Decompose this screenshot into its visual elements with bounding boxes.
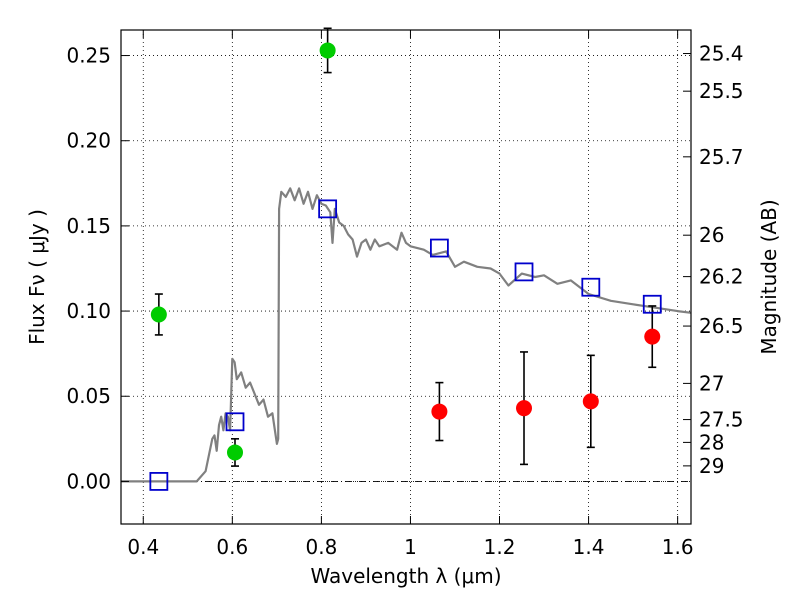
model-spectrum-line [121, 187, 692, 483]
y2-tick-label: 27 [699, 371, 724, 395]
model-spectrum [121, 187, 692, 483]
model-photometry-point [429, 238, 449, 258]
y-tick-label: 0.25 [66, 44, 111, 68]
y2-tick-label: 25.5 [699, 79, 744, 103]
data-point [582, 393, 599, 410]
x-tick-label: 1.4 [573, 535, 605, 559]
x-tick-label: 0.8 [305, 535, 337, 559]
data-point [319, 42, 336, 59]
y2-tick-label: 26 [699, 223, 724, 247]
grid-lines [121, 30, 691, 524]
x-tick-label: 0.4 [127, 535, 159, 559]
x-tick-label: 1 [404, 535, 417, 559]
data-point [150, 306, 167, 323]
y2-axis-label: Magnitude (AB) [757, 199, 781, 354]
y2-tick-label: 25.4 [699, 42, 744, 66]
data-markers [149, 42, 662, 491]
model-photometry-point [642, 294, 662, 314]
y-tick-label: 0.00 [66, 469, 111, 493]
y2-tick-label: 25.7 [699, 145, 744, 169]
axis-ticks: 0.4 0.6 0.8 1 1.2 1.4 1.6 0.00 0.05 0.10 0.15 0.20 0… [66, 30, 744, 559]
y-axis-label: Flux Fν ( μJy ) [25, 209, 49, 345]
y-tick-label: 0.10 [66, 299, 111, 323]
data-point [227, 444, 243, 461]
plot-frame [120, 29, 692, 525]
model-photometry-point [225, 412, 245, 432]
y2-tick-label: 26.2 [699, 265, 744, 289]
model-photometry-point [318, 199, 338, 219]
y2-tick-label: 28 [699, 430, 724, 454]
x-tick-label: 1.6 [662, 535, 694, 559]
model-photometry-point [149, 472, 169, 491]
data-point [644, 328, 661, 345]
y-tick-label: 0.15 [66, 214, 111, 238]
data-point [516, 400, 533, 417]
data-point [431, 403, 448, 420]
y2-tick-label: 27.5 [699, 408, 744, 432]
y-tick-label: 0.20 [66, 129, 111, 153]
y2-tick-label: 26.5 [699, 314, 744, 338]
x-tick-label: 1.2 [484, 535, 516, 559]
y-tick-label: 0.05 [66, 384, 111, 408]
x-tick-label: 0.6 [216, 535, 248, 559]
model-photometry-point [581, 277, 601, 297]
x-axis-label: Wavelength λ (μm) [310, 564, 501, 588]
y2-tick-label: 29 [699, 454, 724, 478]
model-photometry-point [514, 262, 534, 282]
